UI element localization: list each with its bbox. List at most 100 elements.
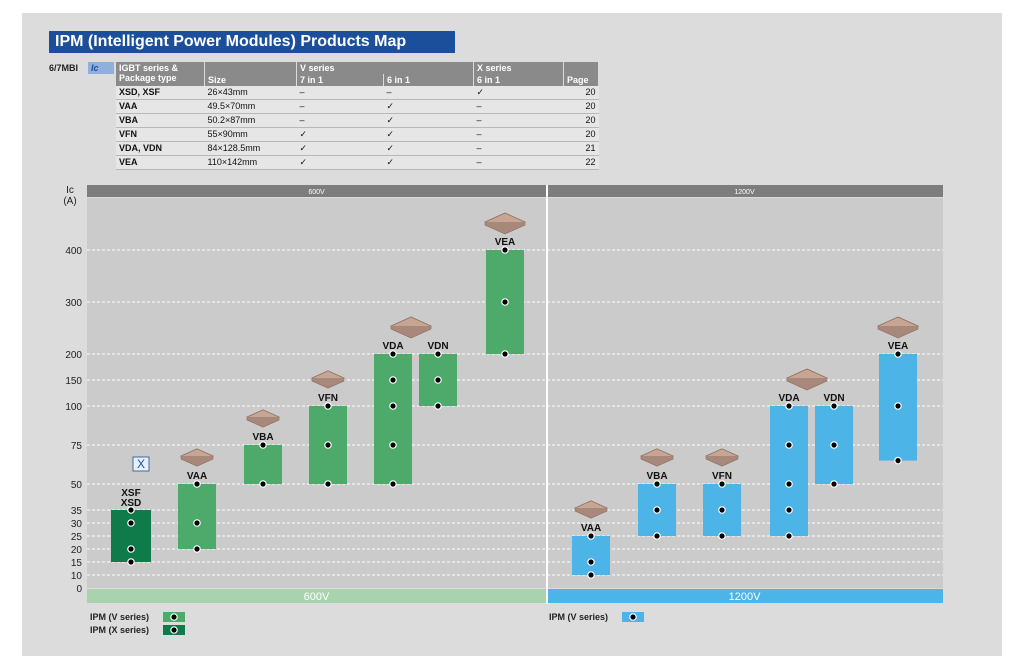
- range-bar-600v-4: [374, 354, 412, 484]
- y-tick-label: 35: [71, 506, 83, 517]
- module-label: VAA: [187, 471, 207, 482]
- data-point: [127, 519, 135, 527]
- data-point: [389, 350, 397, 358]
- header-v-7in1: 7 in 1: [296, 74, 384, 86]
- cell-size: 50.2×87mm: [204, 113, 297, 128]
- module-label: VDN: [823, 393, 844, 404]
- module-label-line1: XSF: [121, 488, 140, 499]
- range-bar-600v-2: [244, 445, 282, 484]
- cell-page: 20: [563, 113, 599, 128]
- data-point: [127, 545, 135, 553]
- cell-name: XSD, XSF: [116, 86, 205, 100]
- data-point: [785, 402, 793, 410]
- y-tick-label: 300: [65, 298, 82, 309]
- package-picture-side: [311, 378, 345, 389]
- prefix-ic-badge: Ic: [88, 62, 114, 74]
- data-point: [785, 532, 793, 540]
- cell-v-7in1: –: [296, 113, 384, 128]
- data-point: [894, 402, 902, 410]
- data-point: [785, 506, 793, 514]
- cell-size: 110×142mm: [204, 155, 297, 170]
- y-tick-label: 50: [71, 480, 83, 491]
- data-point: [830, 402, 838, 410]
- data-point: [259, 441, 267, 449]
- data-point: [434, 402, 442, 410]
- cell-v-6in1: –: [383, 86, 474, 100]
- module-label: VFN: [318, 393, 338, 404]
- table-row: VBA 50.2×87mm – ✓ –20: [116, 113, 599, 128]
- range-bar-1200v-3: [770, 406, 808, 536]
- legend-swatch-v-series-1200-dot: [629, 613, 637, 621]
- y-tick-label: 150: [65, 376, 82, 387]
- cell-x-6in1: –: [473, 99, 564, 114]
- cell-name: VEA: [116, 155, 205, 170]
- cell-name: VDA, VDN: [116, 141, 205, 156]
- cell-x-6in1: –: [473, 113, 564, 128]
- y-tick-label: 10: [71, 571, 83, 582]
- data-point: [193, 519, 201, 527]
- y-tick-label: 25: [71, 532, 83, 543]
- data-point: [718, 506, 726, 514]
- data-point: [587, 532, 595, 540]
- data-point: [193, 545, 201, 553]
- section-header-label-600v: 600V: [308, 189, 325, 196]
- section-header-label-1200v: 1200V: [734, 189, 755, 196]
- header-x-6in1: 6 in 1: [473, 74, 564, 86]
- data-point: [894, 456, 902, 465]
- data-point: [501, 246, 509, 254]
- table-row: VEA 110×142mm ✓ ✓ –22: [116, 155, 599, 170]
- cell-size: 49.5×70mm: [204, 99, 297, 114]
- header-v-6in1: 6 in 1: [383, 74, 474, 86]
- table-row: VDA, VDN 84×128.5mm ✓ ✓ –21: [116, 141, 599, 156]
- header-v-series: V series: [296, 62, 474, 74]
- cell-page: 22: [563, 155, 599, 170]
- module-label: VBA: [646, 471, 667, 482]
- table-row: XSD, XSF 26×43mm – – ✓ 20: [116, 86, 599, 100]
- cell-v-7in1: ✓: [296, 155, 384, 170]
- package-picture-side: [574, 508, 608, 519]
- module-label: VFN: [712, 471, 732, 482]
- section-header-600v: [87, 185, 546, 197]
- module-label-line2: XSD: [121, 498, 142, 509]
- data-point: [653, 532, 661, 540]
- data-point: [127, 506, 135, 514]
- cell-v-7in1: –: [296, 99, 384, 114]
- table-row: VFN 55×90mm ✓ ✓ –20: [116, 127, 599, 142]
- cell-x-6in1: –: [473, 155, 564, 170]
- data-point: [830, 441, 838, 449]
- cell-x-6in1: ✓: [473, 86, 564, 100]
- cell-name: VBA: [116, 113, 205, 128]
- data-point: [653, 480, 661, 488]
- cell-v-6in1: ✓: [383, 155, 474, 170]
- y-tick-label: 15: [71, 558, 83, 569]
- y-tick-label: 0: [76, 584, 82, 595]
- data-point: [259, 480, 267, 488]
- legend-swatch-x-series-600-dot: [170, 626, 178, 634]
- cell-v-6in1: ✓: [383, 141, 474, 156]
- cell-v-7in1: ✓: [296, 127, 384, 142]
- data-point: [587, 558, 595, 566]
- module-label: VAA: [581, 523, 601, 534]
- voltage-band-label-1200v: 1200V: [729, 591, 761, 603]
- cell-name: VAA: [116, 99, 205, 114]
- data-point: [389, 402, 397, 410]
- data-point: [785, 480, 793, 488]
- data-point: [434, 350, 442, 358]
- module-label: VBA: [252, 432, 273, 443]
- voltage-band-label-600v: 600V: [304, 591, 330, 603]
- package-picture-side: [786, 378, 828, 391]
- legend-label-v-series-600: IPM (V series): [90, 612, 150, 622]
- module-label: VEA: [495, 237, 516, 248]
- cell-v-6in1: ✓: [383, 127, 474, 142]
- cell-v-7in1: ✓: [296, 141, 384, 156]
- y-tick-label: 30: [71, 519, 83, 530]
- data-point: [830, 480, 838, 488]
- y-tick-label: 100: [65, 402, 82, 413]
- voltage-band-600v: [87, 589, 546, 603]
- data-point: [785, 441, 793, 449]
- cell-name: VFN: [116, 127, 205, 142]
- y-tick-label: 400: [65, 246, 82, 257]
- product-prefix: 6/7MBI: [49, 63, 79, 73]
- range-bar-600v-1: [178, 484, 216, 549]
